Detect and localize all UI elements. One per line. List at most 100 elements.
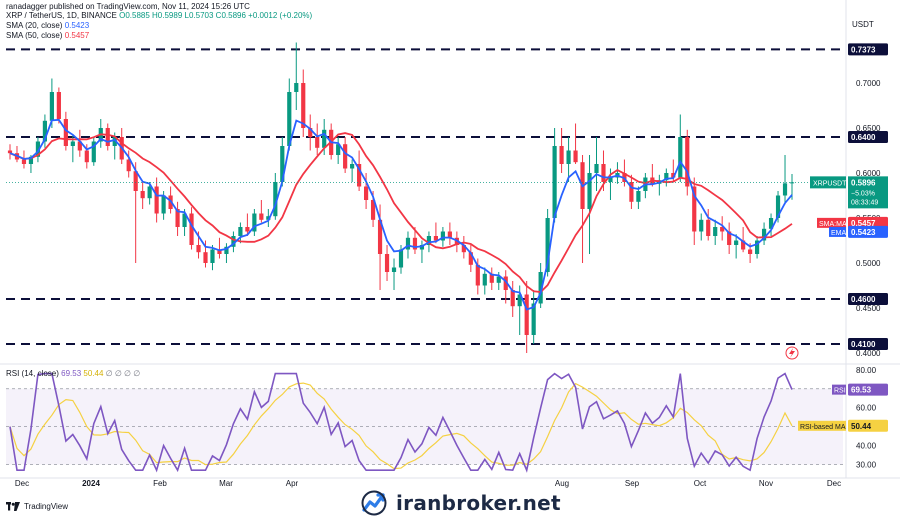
candle-body[interactable] xyxy=(426,236,432,245)
candle-body[interactable] xyxy=(517,294,522,307)
candle-body[interactable] xyxy=(754,240,760,255)
candle-body[interactable] xyxy=(126,159,131,172)
candle-body[interactable] xyxy=(42,120,48,142)
candle-body[interactable] xyxy=(238,227,243,236)
candle-body[interactable] xyxy=(566,150,571,165)
symbol-tag-bg[interactable] xyxy=(810,176,846,189)
candle-body[interactable] xyxy=(287,92,292,146)
candle-body[interactable] xyxy=(308,128,313,137)
candle-body[interactable] xyxy=(720,227,725,232)
candle-body[interactable] xyxy=(147,186,152,199)
candle-body[interactable] xyxy=(782,183,788,196)
candle-body[interactable] xyxy=(28,156,34,164)
candle-body[interactable] xyxy=(161,195,166,214)
candle-body[interactable] xyxy=(531,303,536,336)
candle-body[interactable] xyxy=(105,128,110,146)
candle-body[interactable] xyxy=(224,246,229,254)
rsi-tag-bg[interactable] xyxy=(832,384,846,395)
candle-body[interactable] xyxy=(405,237,411,250)
candle-body[interactable] xyxy=(768,218,774,229)
candle-body[interactable] xyxy=(489,273,494,283)
sma50-legend[interactable]: SMA (50, close) 0.5457 xyxy=(6,31,89,40)
candle-body[interactable] xyxy=(461,245,466,253)
candle-body[interactable] xyxy=(713,227,718,236)
candle-body[interactable] xyxy=(692,186,697,232)
candle-body[interactable] xyxy=(7,150,13,154)
candle-body[interactable] xyxy=(433,236,439,241)
candle-body[interactable] xyxy=(594,164,599,173)
rsi-ma-price-tag-bg[interactable] xyxy=(848,419,888,432)
candle-body[interactable] xyxy=(775,195,781,219)
candle-body[interactable] xyxy=(419,245,425,250)
candle-body[interactable] xyxy=(217,249,222,255)
candle-body[interactable] xyxy=(678,137,683,178)
last-price-tag-bg[interactable] xyxy=(848,176,888,209)
candle-body[interactable] xyxy=(266,216,271,220)
candle-body[interactable] xyxy=(384,254,390,272)
rsi-line[interactable] xyxy=(9,372,793,473)
candle-body[interactable] xyxy=(608,177,613,183)
candle-body[interactable] xyxy=(503,276,508,291)
candle-body[interactable] xyxy=(440,231,445,241)
candle-body[interactable] xyxy=(273,182,278,217)
candle-body[interactable] xyxy=(35,141,41,157)
sma20-legend[interactable]: SMA (20, close) 0.5423 xyxy=(6,21,89,30)
candle-body[interactable] xyxy=(350,164,355,169)
candle-body[interactable] xyxy=(398,249,404,268)
candle-body[interactable] xyxy=(175,209,180,227)
candle-body[interactable] xyxy=(56,92,61,119)
rsi-ma-line[interactable] xyxy=(9,382,793,470)
candle-body[interactable] xyxy=(629,182,634,202)
candle-body[interactable] xyxy=(49,92,54,121)
candle-body[interactable] xyxy=(538,272,543,304)
candle-body[interactable] xyxy=(252,213,257,232)
candle-body[interactable] xyxy=(587,173,592,209)
candle-body[interactable] xyxy=(671,173,676,178)
candle-body[interactable] xyxy=(545,218,550,272)
candle-body[interactable] xyxy=(475,264,480,286)
candle-body[interactable] xyxy=(741,240,746,250)
candle-body[interactable] xyxy=(559,146,564,164)
candle-body[interactable] xyxy=(91,141,96,163)
tradingview-brand[interactable]: TradingView xyxy=(6,502,68,511)
candle-body[interactable] xyxy=(447,231,452,238)
level-price-tag-bg[interactable] xyxy=(848,131,888,143)
candle-body[interactable] xyxy=(636,191,641,202)
candle-body[interactable] xyxy=(685,137,690,187)
candle-body[interactable] xyxy=(552,146,557,218)
candle-body[interactable] xyxy=(154,186,159,214)
candle-body[interactable] xyxy=(294,83,299,92)
candle-body[interactable] xyxy=(280,146,285,182)
candle-body[interactable] xyxy=(377,219,383,254)
candle-body[interactable] xyxy=(182,213,187,228)
candle-body[interactable] xyxy=(301,83,306,128)
price-pane[interactable] xyxy=(6,38,843,362)
candle-body[interactable] xyxy=(322,129,327,148)
candle-body[interactable] xyxy=(140,191,145,199)
candle-body[interactable] xyxy=(203,252,208,263)
rsi-legend[interactable]: RSI (14, close) 69.53 50.44 ∅ ∅ ∅ ∅ xyxy=(6,369,140,378)
candle-body[interactable] xyxy=(601,164,606,182)
candle-body[interactable] xyxy=(21,159,27,165)
candle-body[interactable] xyxy=(510,290,515,307)
candle-body[interactable] xyxy=(70,141,75,147)
rsi-ma-tag-bg[interactable] xyxy=(798,420,846,431)
ema-20-line[interactable] xyxy=(9,118,793,311)
candle-body[interactable] xyxy=(231,236,236,247)
level-price-tag-bg[interactable] xyxy=(848,338,888,350)
candle-body[interactable] xyxy=(734,240,739,246)
candle-body[interactable] xyxy=(343,144,348,169)
candle-body[interactable] xyxy=(245,227,250,232)
candle-body[interactable] xyxy=(391,267,397,273)
rsi-price-tag-bg[interactable] xyxy=(848,383,888,396)
candle-body[interactable] xyxy=(259,213,264,220)
candle-body[interactable] xyxy=(189,213,194,246)
candle-body[interactable] xyxy=(363,186,369,201)
candle-body[interactable] xyxy=(315,137,320,148)
level-price-tag-bg[interactable] xyxy=(848,43,888,56)
candle-body[interactable] xyxy=(412,237,418,250)
candle-body[interactable] xyxy=(496,276,501,283)
candle-body[interactable] xyxy=(336,144,341,155)
candle-body[interactable] xyxy=(357,164,362,187)
